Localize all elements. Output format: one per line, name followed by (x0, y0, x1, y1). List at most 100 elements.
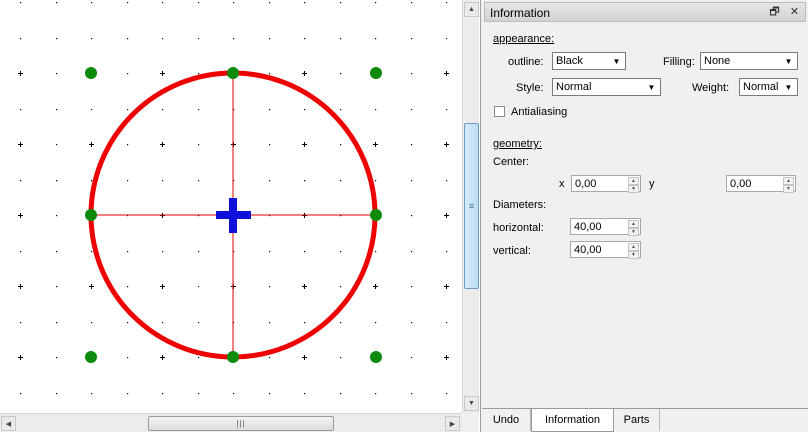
grid-dot (340, 109, 342, 111)
grid-dot (162, 322, 164, 324)
drawing-canvas[interactable] (0, 0, 462, 413)
center-y-spinbox[interactable]: 0,00 ▲ ▼ (726, 175, 796, 193)
spin-down-icon[interactable]: ▼ (628, 228, 639, 236)
filling-label: Filling: (663, 56, 695, 68)
grid-dot (340, 2, 342, 4)
information-panel: Information 🗗 ✕ appearance: outline: Bla… (482, 0, 808, 432)
handle-left[interactable] (85, 209, 97, 221)
outline-dropdown[interactable]: Black ▼ (552, 52, 626, 70)
spin-up-icon[interactable]: ▲ (628, 243, 639, 251)
handle-bottom[interactable] (227, 351, 239, 363)
scroll-left-button[interactable]: ◀ (1, 416, 16, 431)
spin-arrows[interactable]: ▲ ▼ (628, 220, 639, 236)
spin-arrows[interactable]: ▲ ▼ (628, 243, 639, 259)
grid-dot (269, 393, 271, 395)
spin-down-icon[interactable]: ▼ (783, 185, 794, 193)
grid-dot (127, 251, 129, 253)
float-panel-icon[interactable]: 🗗 (769, 6, 780, 18)
grid-dot (198, 322, 200, 324)
grid-dot (411, 251, 413, 253)
grid-dot (127, 393, 129, 395)
scroll-up-button[interactable]: ▲ (464, 2, 479, 17)
grid-dot (411, 393, 413, 395)
vertical-scroll-thumb[interactable]: ≡ (464, 123, 479, 289)
grid-dot (127, 109, 129, 111)
drawing-canvas-pane[interactable]: ▲ ≡ ▼ ◀ ||| ▶ (0, 0, 481, 432)
appearance-section-label: appearance: (493, 33, 555, 45)
filling-dropdown[interactable]: None ▼ (700, 52, 798, 70)
tab-information[interactable]: Information (531, 409, 614, 432)
spin-down-icon[interactable]: ▼ (628, 251, 639, 259)
grid-plus-mark (20, 213, 21, 218)
filling-value: None (704, 55, 731, 67)
spin-up-icon[interactable]: ▲ (628, 220, 639, 228)
grid-dot (162, 251, 164, 253)
grid-dot (340, 357, 342, 359)
grid-dot (269, 215, 271, 217)
grid-dot (198, 393, 200, 395)
handle-right[interactable] (370, 209, 382, 221)
antialiasing-label: Antialiasing (511, 106, 568, 118)
horizontal-scrollbar[interactable]: ◀ ||| ▶ (0, 413, 462, 432)
handle-bottom-left[interactable] (85, 351, 97, 363)
handle-top-right[interactable] (370, 67, 382, 79)
grid-dot (269, 73, 271, 75)
horizontal-scroll-thumb[interactable]: ||| (148, 416, 334, 431)
grid-dot (411, 2, 413, 4)
grid-dot (233, 38, 235, 40)
center-y-label: y (649, 178, 655, 190)
spin-arrows[interactable]: ▲ ▼ (783, 177, 794, 193)
tab-undo[interactable]: Undo (482, 409, 531, 431)
grid-dot (446, 109, 448, 111)
style-dropdown[interactable]: Normal ▼ (552, 78, 661, 96)
close-panel-icon[interactable]: ✕ (789, 6, 800, 18)
scroll-right-button[interactable]: ▶ (445, 416, 460, 431)
panel-tab-bar: Undo Information Parts (482, 408, 808, 432)
handle-top[interactable] (227, 67, 239, 79)
handle-top-left[interactable] (85, 67, 97, 79)
grid-dot (127, 357, 129, 359)
grid-dot (127, 2, 129, 4)
grid-dot (446, 2, 448, 4)
spin-up-icon[interactable]: ▲ (628, 177, 639, 185)
spin-down-icon[interactable]: ▼ (628, 185, 639, 193)
antialiasing-checkbox[interactable] (494, 106, 505, 117)
grid-dot (375, 393, 377, 395)
grid-dot (91, 38, 93, 40)
weight-dropdown[interactable]: Normal ▼ (739, 78, 798, 96)
handle-bottom-right[interactable] (370, 351, 382, 363)
center-x-spinbox[interactable]: 0,00 ▲ ▼ (571, 175, 641, 193)
tab-parts[interactable]: Parts (614, 409, 660, 431)
grid-dot (411, 38, 413, 40)
grid-plus-mark (375, 284, 376, 289)
style-value: Normal (556, 81, 592, 93)
grid-dot (233, 393, 235, 395)
grid-dot (304, 251, 306, 253)
spin-up-icon[interactable]: ▲ (783, 177, 794, 185)
grid-dot (56, 73, 58, 75)
center-cross-icon[interactable] (216, 198, 251, 233)
grid-dot (375, 180, 377, 182)
grid-dot (340, 180, 342, 182)
spin-arrows[interactable]: ▲ ▼ (628, 177, 639, 193)
grid-dot (233, 109, 235, 111)
vertical-diameter-spinbox[interactable]: 40,00 ▲ ▼ (570, 241, 641, 259)
grid-dot (198, 286, 200, 288)
grid-plus-mark (446, 355, 447, 360)
grid-plus-mark (304, 142, 305, 147)
panel-title-bar[interactable]: Information 🗗 ✕ (484, 2, 806, 22)
horizontal-diameter-spinbox[interactable]: 40,00 ▲ ▼ (570, 218, 641, 236)
chevron-down-icon: ▼ (784, 82, 793, 92)
grid-dot (56, 393, 58, 395)
scroll-down-button[interactable]: ▼ (464, 396, 479, 411)
center-y-value: 0,00 (730, 178, 752, 190)
grid-dot (198, 144, 200, 146)
grid-dot (304, 38, 306, 40)
grid-dot (56, 215, 58, 217)
grid-dot (269, 38, 271, 40)
grid-dot (375, 38, 377, 40)
grid-dot (91, 251, 93, 253)
vertical-scrollbar[interactable]: ▲ ≡ ▼ (462, 0, 479, 413)
outline-label: outline: (508, 56, 544, 68)
grid-dot (162, 38, 164, 40)
